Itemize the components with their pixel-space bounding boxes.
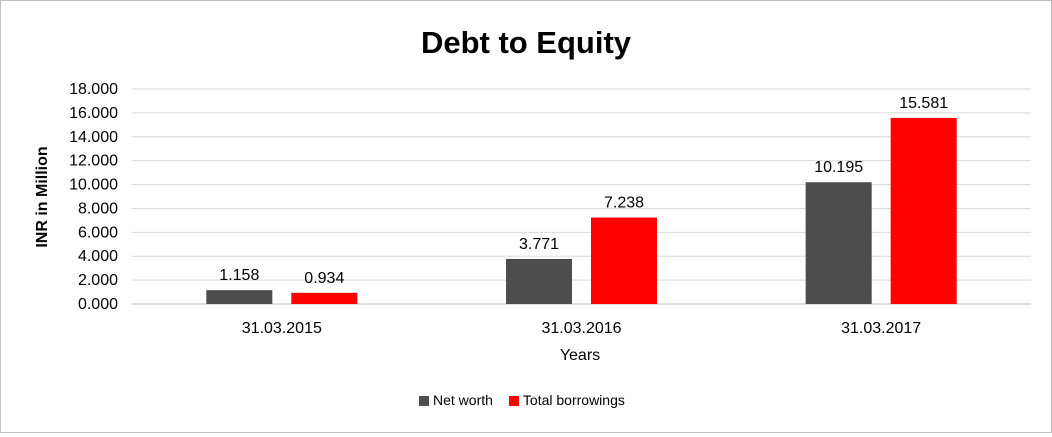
x-tick-labels: 31.03.2015 31.03.2016 31.03.2017 [242,320,922,337]
y-tick-label: 12.000 [69,153,118,170]
gridlines [132,88,1031,305]
data-label: 3.771 [519,236,559,253]
bars [206,117,957,304]
data-label: 15.581 [899,95,948,112]
legend-swatch [419,396,429,406]
bar [890,117,957,304]
data-label: 7.238 [604,195,644,212]
bar [291,292,358,304]
bar [206,290,273,304]
legend: Net worth Total borrowings [419,392,625,408]
legend-swatch [508,396,519,406]
chart-title: Debt to Equity [421,25,632,60]
x-tick-label: 31.03.2017 [841,320,921,337]
legend-label: Net worth [433,392,493,408]
data-label: 10.195 [814,159,863,176]
data-labels: 1.158 0.934 3.771 7.238 10.195 15.581 [219,95,948,287]
x-tick-label: 31.03.2015 [242,320,322,337]
bar [805,182,872,304]
y-tick-labels: 0.000 2.000 4.000 6.000 8.000 10.000 12.000 14.… [69,81,118,313]
y-tick-label: 6.000 [78,224,118,241]
y-tick-label: 16.000 [69,105,118,122]
y-tick-label: 10.000 [69,177,118,194]
y-axis-title: INR in Million [34,146,51,247]
y-tick-label: 4.000 [78,248,118,265]
bar [506,258,572,304]
x-axis-title: Years [560,347,600,364]
y-tick-label: 8.000 [78,200,118,217]
data-label: 0.934 [304,270,344,287]
bar [591,217,657,304]
legend-label: Total borrowings [523,392,625,408]
data-label: 1.158 [219,267,259,284]
x-tick-label: 31.03.2016 [541,320,621,337]
y-tick-label: 0.000 [78,296,118,313]
y-tick-label: 14.000 [69,129,118,146]
y-tick-label: 2.000 [78,272,118,289]
y-tick-label: 18.000 [69,81,118,98]
